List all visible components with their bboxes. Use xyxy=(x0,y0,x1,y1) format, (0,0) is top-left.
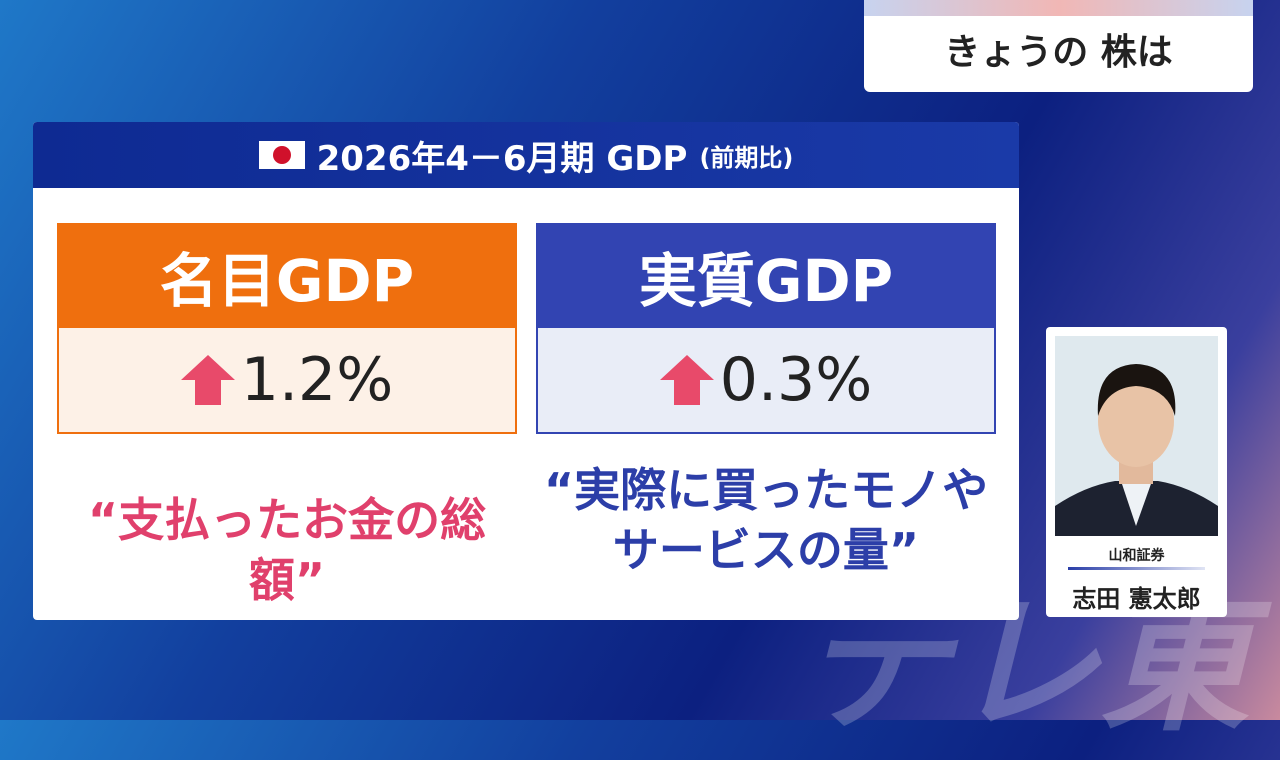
japan-flag xyxy=(258,141,305,169)
description-line: “支払ったお金の総額” xyxy=(87,493,487,607)
card-description: “実際に買ったモノや サービスの量” xyxy=(536,460,996,580)
panel-note: (前期比) xyxy=(699,143,794,172)
gdp-panel: 2026年4－6月期 GDP (前期比) 名目GDP 1.2% 実質GDP 0.… xyxy=(33,122,1019,620)
panel-header: 2026年4－6月期 GDP (前期比) xyxy=(33,122,1019,188)
description-line: サービスの量” xyxy=(612,523,920,577)
card-body: 1.2% xyxy=(57,328,517,434)
card-title: 実質GDP xyxy=(536,223,996,328)
commentator-card: 山和証券 志田 憲太郎 xyxy=(1046,327,1227,617)
card: 実質GDP 0.3% xyxy=(536,223,996,434)
panel-title: 2026年4－6月期 GDP xyxy=(316,138,688,179)
page: {"corner_label": "きょうの 株は", "panel": {"t… xyxy=(0,0,1280,720)
card-body: 0.3% xyxy=(536,328,996,434)
commentator-company: 山和証券 xyxy=(1108,548,1165,564)
card-description: “支払ったお金の総額” xyxy=(57,490,517,610)
card: 名目GDP 1.2% xyxy=(57,223,517,434)
divider xyxy=(1068,567,1205,570)
corner-text: きょうの 株は xyxy=(944,32,1173,73)
corner-label: きょうの 株は xyxy=(864,0,1253,92)
commentator-photo xyxy=(1055,336,1218,536)
commentator-name: 志田 憲太郎 xyxy=(1072,585,1201,613)
card-value: 0.3% xyxy=(719,345,873,415)
up-arrow xyxy=(659,355,714,405)
card-title: 名目GDP xyxy=(57,223,517,328)
up-arrow xyxy=(180,355,235,405)
corner-strip xyxy=(864,0,1253,16)
description-line: “実際に買ったモノや xyxy=(543,463,989,517)
card-value: 1.2% xyxy=(240,345,394,415)
